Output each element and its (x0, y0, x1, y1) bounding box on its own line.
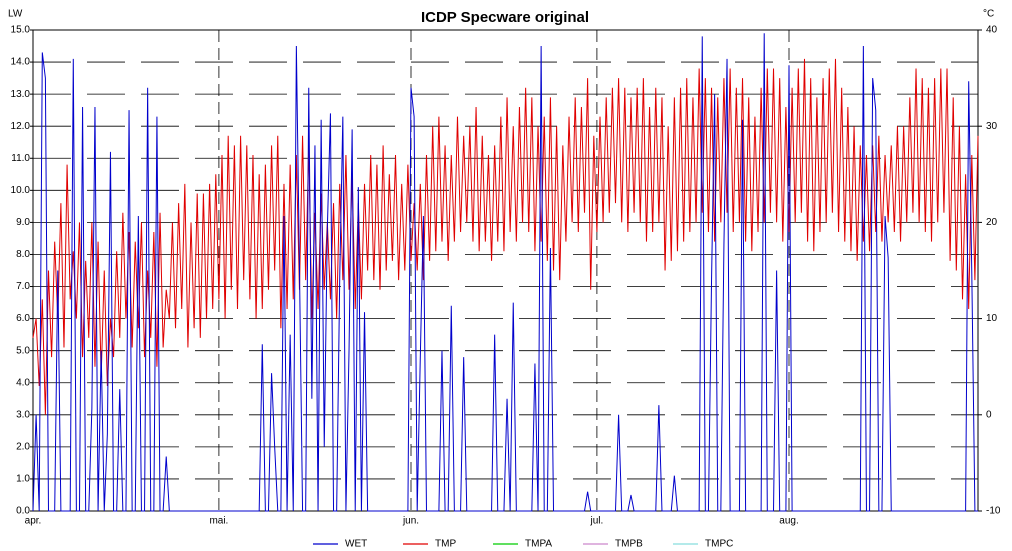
legend-label: TMPC (705, 539, 733, 550)
y2-tick-label: -10 (986, 506, 1001, 517)
y-tick-label: 11.0 (11, 153, 30, 164)
y2-tick-label: 0 (986, 409, 992, 420)
y-tick-label: 14.0 (11, 57, 31, 68)
y-tick-label: 6.0 (16, 313, 30, 324)
y2-tick-label: 10 (986, 313, 998, 324)
plot-frame (32, 29, 979, 512)
y-tick-label: 15.0 (11, 25, 31, 36)
series-line (32, 58, 979, 415)
x-tick-label: mai. (209, 516, 228, 527)
x-tick-label: aug. (779, 516, 798, 527)
y-tick-label: 7.0 (16, 281, 30, 292)
y-tick-label: 0.0 (16, 506, 30, 517)
y2-tick-label: 20 (986, 217, 998, 228)
x-tick-label: apr. (25, 516, 42, 527)
y-tick-label: 5.0 (16, 345, 30, 356)
legend-label: TMPB (615, 539, 643, 550)
y-tick-label: 13.0 (11, 89, 31, 100)
y-tick-label: 2.0 (16, 442, 30, 453)
y-tick-label: 3.0 (16, 409, 30, 420)
x-tick-label: jul. (590, 516, 604, 527)
series-line (32, 33, 978, 512)
y-tick-label: 4.0 (16, 377, 30, 388)
y-tick-label: 8.0 (16, 249, 30, 260)
y2-tick-label: 40 (986, 25, 998, 36)
legend-label: TMP (435, 539, 456, 550)
legend-label: WET (345, 539, 367, 550)
x-tick-label: jun. (402, 516, 419, 527)
legend-label: TMPA (525, 539, 552, 550)
y2-axis-label: °C (983, 9, 994, 20)
y-tick-label: 12.0 (11, 121, 31, 132)
y-axis-label: LW (8, 9, 23, 20)
y-tick-label: 9.0 (16, 217, 30, 228)
y2-tick-label: 30 (986, 121, 998, 132)
y-tick-label: 10.0 (11, 185, 31, 196)
y-tick-label: 1.0 (16, 474, 30, 485)
chart-title: ICDP Specware original (421, 9, 589, 26)
